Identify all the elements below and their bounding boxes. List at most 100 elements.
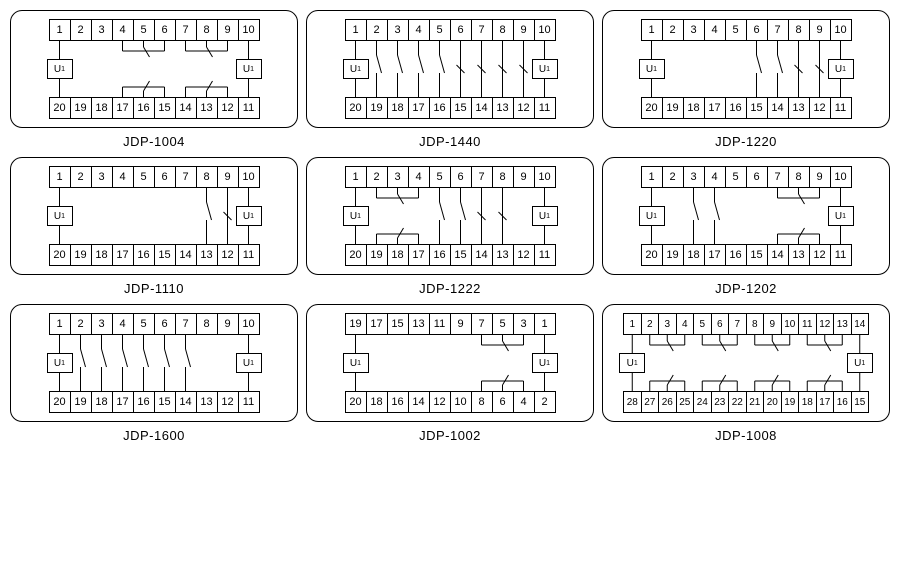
terminal: 15	[450, 244, 472, 266]
terminal: 6	[492, 391, 514, 413]
terminal: 2	[70, 313, 92, 335]
terminal: 3	[91, 313, 113, 335]
terminal: 20	[641, 244, 663, 266]
terminal: 5	[133, 313, 155, 335]
terminal: 5	[133, 19, 155, 41]
frame: 12345678910U1U120191817161514131211	[10, 10, 298, 128]
terminal-row-bottom: 20191817161514131211	[315, 97, 585, 119]
u-box-left: U1	[47, 59, 73, 79]
terminal: 18	[91, 244, 113, 266]
terminal: 4	[408, 19, 430, 41]
terminal: 9	[513, 19, 535, 41]
terminal: 8	[196, 313, 218, 335]
terminal-row-top: 12345678910	[611, 166, 881, 188]
terminal: 8	[196, 166, 218, 188]
terminal: 1	[49, 19, 71, 41]
terminal: 17	[704, 97, 726, 119]
terminal: 2	[662, 19, 684, 41]
terminal: 9	[450, 313, 472, 335]
module-JDP-1222: 12345678910U1U120191817161514131211JDP-1…	[306, 157, 594, 296]
terminal: 18	[387, 97, 409, 119]
terminal: 19	[662, 97, 684, 119]
terminal: 13	[196, 244, 218, 266]
module-label: JDP-1202	[715, 281, 777, 296]
terminal: 1	[49, 166, 71, 188]
frame: 12345678910U1U120191817161514131211	[602, 10, 890, 128]
terminal: 15	[387, 313, 409, 335]
terminal: 4	[704, 166, 726, 188]
terminal-row-top: 12345678910	[19, 166, 289, 188]
terminal: 15	[154, 97, 176, 119]
terminal: 2	[662, 166, 684, 188]
terminal: 19	[70, 244, 92, 266]
terminal: 6	[154, 313, 176, 335]
wiring-area: U1U1	[611, 41, 881, 97]
terminal: 11	[798, 313, 817, 335]
terminal: 18	[387, 244, 409, 266]
terminal: 24	[693, 391, 712, 413]
terminal: 10	[534, 166, 556, 188]
u-box-left: U1	[343, 206, 369, 226]
u-box-right: U1	[532, 353, 558, 373]
terminal: 19	[781, 391, 800, 413]
terminal: 14	[175, 391, 197, 413]
terminal: 19	[70, 97, 92, 119]
terminal: 12	[217, 97, 239, 119]
terminal: 4	[676, 313, 695, 335]
terminal: 10	[534, 19, 556, 41]
terminal: 20	[49, 97, 71, 119]
terminal: 17	[112, 244, 134, 266]
terminal: 15	[154, 391, 176, 413]
terminal: 10	[450, 391, 472, 413]
terminal: 11	[238, 97, 260, 119]
terminal: 4	[513, 391, 535, 413]
wiring-area: U1 U1	[315, 188, 585, 244]
terminal: 12	[816, 313, 835, 335]
terminal: 17	[112, 97, 134, 119]
module-label: JDP-1222	[419, 281, 481, 296]
terminal: 8	[788, 166, 810, 188]
terminal: 2	[641, 313, 660, 335]
terminal: 16	[133, 391, 155, 413]
terminal: 18	[91, 391, 113, 413]
u-box-right: U1	[236, 206, 262, 226]
u-box-right: U1	[532, 59, 558, 79]
terminal-row-bottom: 2018161412108642	[315, 391, 585, 413]
terminal: 1	[534, 313, 556, 335]
terminal: 4	[112, 313, 134, 335]
terminal: 16	[833, 391, 852, 413]
terminal: 11	[830, 244, 852, 266]
terminal: 8	[492, 166, 514, 188]
terminal: 10	[238, 166, 260, 188]
terminal: 5	[492, 313, 514, 335]
u-box-right: U1	[532, 206, 558, 226]
terminal: 8	[196, 19, 218, 41]
terminal: 9	[809, 166, 831, 188]
module-JDP-1600: 12345678910U1U120191817161514131211JDP-1…	[10, 304, 298, 443]
terminal: 11	[534, 97, 556, 119]
terminal: 5	[429, 19, 451, 41]
terminal: 17	[112, 391, 134, 413]
terminal: 15	[851, 391, 870, 413]
terminal: 19	[366, 97, 388, 119]
terminal: 20	[345, 97, 367, 119]
module-JDP-1110: 12345678910U1U120191817161514131211JDP-1…	[10, 157, 298, 296]
wiring-area: U1U1	[611, 188, 881, 244]
terminal: 16	[429, 97, 451, 119]
terminal: 1	[641, 19, 663, 41]
u-box-left: U1	[619, 353, 645, 373]
terminal: 5	[725, 166, 747, 188]
terminal: 15	[154, 244, 176, 266]
terminal: 7	[728, 313, 747, 335]
terminal: 3	[513, 313, 535, 335]
terminal: 20	[641, 97, 663, 119]
terminal: 7	[175, 19, 197, 41]
u-box-left: U1	[343, 59, 369, 79]
terminal: 12	[809, 97, 831, 119]
terminal: 16	[725, 244, 747, 266]
terminal: 11	[238, 391, 260, 413]
u-box-left: U1	[47, 353, 73, 373]
terminal-row-top: 12345678910	[19, 19, 289, 41]
wiring-area: U1U1	[315, 335, 585, 391]
terminal: 3	[91, 19, 113, 41]
